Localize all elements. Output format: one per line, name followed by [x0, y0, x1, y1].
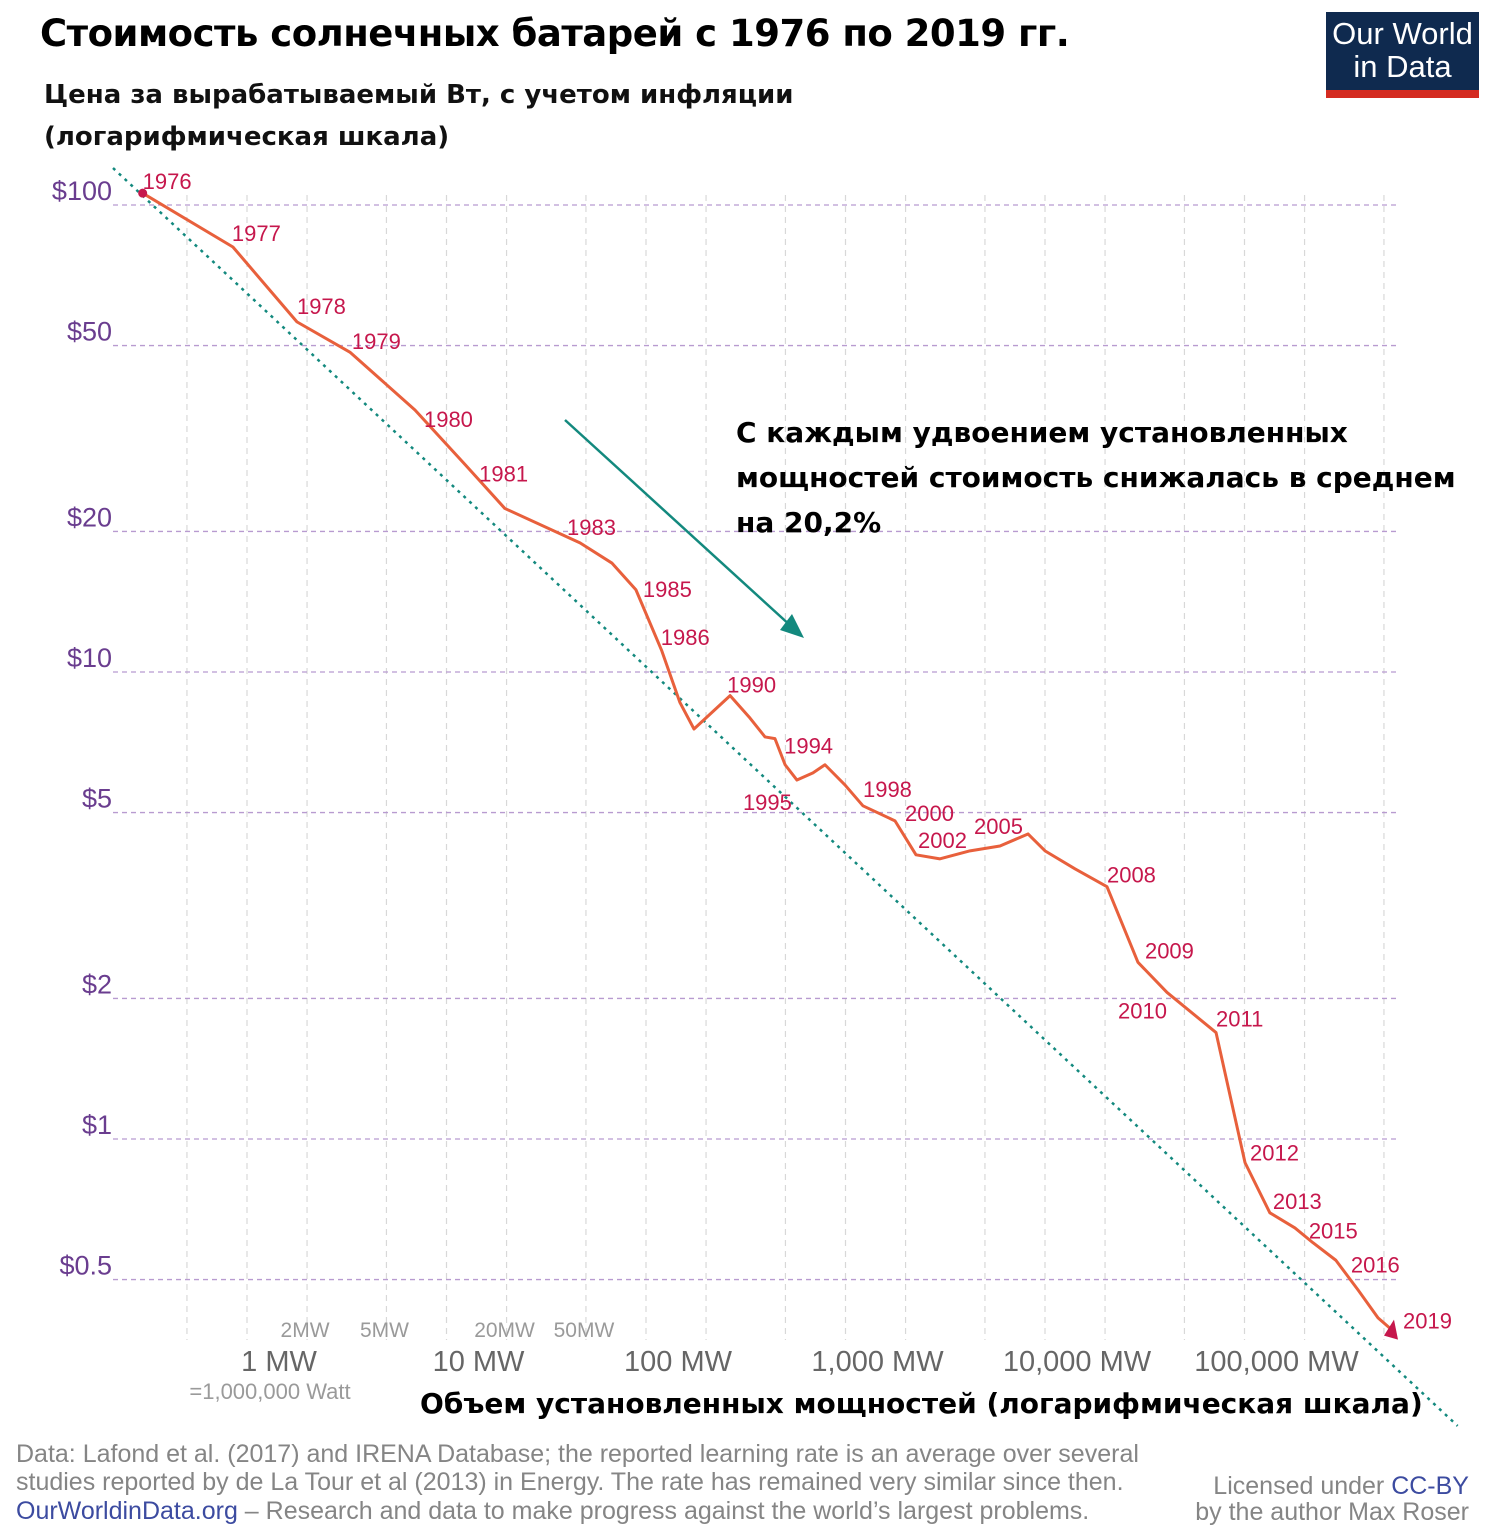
y-tick-label: $100 — [52, 176, 112, 206]
arrow-head-icon — [780, 614, 804, 638]
year-label: 1981 — [479, 462, 528, 487]
logo-line2: in Data — [1353, 49, 1452, 84]
y-tick-label: $50 — [67, 317, 112, 347]
start-point-marker — [138, 188, 148, 198]
year-label: 2009 — [1145, 938, 1194, 963]
chart-subtitle: Цена за вырабатываемый Вт, с учетом инфл… — [44, 80, 794, 110]
year-label: 2005 — [974, 814, 1023, 839]
year-label: 2000 — [905, 801, 954, 826]
year-label: 2013 — [1273, 1189, 1322, 1214]
year-label: 2019 — [1403, 1309, 1452, 1334]
x-tick-label: 1,000 MW — [811, 1346, 944, 1378]
year-label: 1985 — [643, 577, 692, 602]
year-label: 2010 — [1118, 998, 1167, 1023]
trend-line — [112, 167, 1459, 1427]
year-label: 1980 — [424, 407, 473, 432]
owid-link[interactable]: OurWorldinData.org — [16, 1497, 238, 1525]
license-prefix: Licensed under — [1213, 1472, 1392, 1500]
year-label: 2011 — [1216, 1007, 1263, 1032]
year-label: 2016 — [1351, 1252, 1400, 1277]
price-line — [141, 191, 1396, 1334]
end-arrow-marker — [1383, 1319, 1398, 1340]
x-tick-label: 100,000 MW — [1194, 1346, 1359, 1378]
y-tick-label: $10 — [67, 643, 112, 673]
license-link[interactable]: CC-BY — [1391, 1472, 1469, 1500]
chart-subtitle-scale: (логарифмическая шкала) — [44, 122, 450, 152]
x-tick-label: 1 MW — [241, 1346, 317, 1378]
logo-line1: Our World — [1332, 16, 1473, 51]
owid-logo[interactable]: Our World in Data — [1326, 12, 1479, 98]
y-tick-label: $0.5 — [59, 1251, 112, 1281]
x-minor-tick-label: 50MW — [554, 1319, 615, 1342]
year-label: 1983 — [567, 515, 616, 540]
x-minor-tick-label: 2MW — [281, 1319, 330, 1342]
x-tick-label: 10,000 MW — [1003, 1346, 1152, 1378]
year-label: 2008 — [1107, 863, 1156, 888]
y-tick-label: $5 — [82, 784, 112, 814]
license-line: Licensed under CC-BY — [1213, 1472, 1469, 1501]
learning-rate-annotation: С каждым удвоением установленных мощност… — [736, 416, 1456, 539]
year-label: 1979 — [352, 329, 401, 354]
footer-tagline: – Research and data to make progress aga… — [237, 1497, 1090, 1525]
year-label: 1976 — [143, 169, 192, 194]
chart-title: Стоимость солнечных батарей с 1976 по 20… — [40, 12, 1070, 55]
year-label: 2002 — [918, 828, 967, 853]
year-label: 1986 — [661, 625, 710, 650]
year-label: 1978 — [297, 294, 346, 319]
arrow-shaft — [564, 419, 793, 628]
footer-site-line: OurWorldinData.org – Research and data t… — [16, 1497, 1089, 1526]
y-tick-label: $20 — [67, 502, 112, 532]
year-label: 1998 — [863, 777, 912, 802]
x-tick-label: 10 MW — [433, 1346, 525, 1378]
source-note-1: Data: Lafond et al. (2017) and IRENA Dat… — [16, 1440, 1139, 1468]
x-tick-label: 100 MW — [624, 1346, 733, 1378]
year-label: 2012 — [1250, 1141, 1299, 1166]
year-label: 1990 — [727, 673, 776, 698]
year-label: 2015 — [1309, 1219, 1358, 1244]
year-label: 1994 — [784, 734, 833, 759]
author-line: by the author Max Roser — [1195, 1498, 1469, 1526]
x-minor-tick-label: 20MW — [474, 1319, 535, 1342]
year-label: 1995 — [743, 790, 792, 815]
x-minor-tick-label: 5MW — [360, 1319, 409, 1342]
y-tick-label: $2 — [82, 969, 112, 999]
year-label: 1977 — [232, 221, 281, 246]
y-tick-label: $1 — [82, 1110, 112, 1140]
source-note-2: studies reported by de La Tour et al (20… — [16, 1468, 1124, 1496]
x-unit-note: =1,000,000 Watt — [189, 1379, 350, 1404]
x-axis-title: Объем установленных мощностей (логарифми… — [420, 1387, 1423, 1420]
